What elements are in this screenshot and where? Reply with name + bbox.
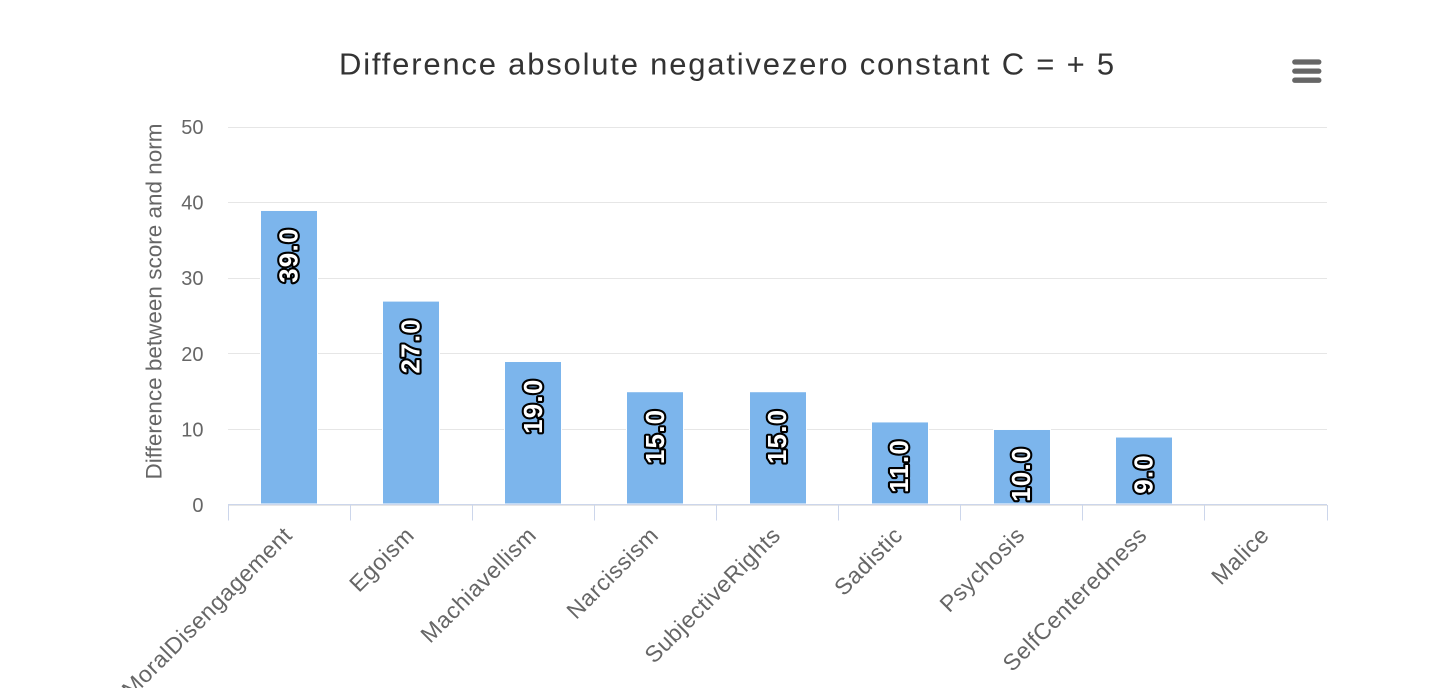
svg-text:39.0: 39.0: [274, 227, 304, 282]
svg-text:15.0: 15.0: [762, 409, 792, 464]
svg-text:11.0: 11.0: [884, 439, 914, 493]
svg-text:15.0: 15.0: [762, 409, 792, 464]
svg-text:15.0: 15.0: [640, 409, 670, 464]
svg-text:Difference absolute negativeze: Difference absolute negativezero constan…: [339, 46, 1116, 81]
svg-text:27.0: 27.0: [396, 318, 426, 373]
svg-text:15.0: 15.0: [640, 409, 670, 464]
svg-text:9.0: 9.0: [1128, 454, 1158, 494]
svg-text:39.0: 39.0: [274, 227, 304, 282]
svg-text:20: 20: [181, 344, 203, 366]
svg-text:10.0: 10.0: [1006, 446, 1036, 501]
svg-text:0: 0: [192, 495, 203, 517]
svg-text:9.0: 9.0: [1128, 454, 1158, 494]
svg-text:19.0: 19.0: [518, 379, 548, 434]
svg-text:40: 40: [181, 193, 203, 215]
svg-text:Difference between score and n: Difference between score and norm: [142, 123, 167, 479]
svg-text:27.0: 27.0: [396, 318, 426, 373]
svg-text:50: 50: [181, 117, 203, 139]
svg-text:19.0: 19.0: [518, 379, 548, 434]
svg-text:11.0: 11.0: [884, 439, 914, 493]
svg-text:10.0: 10.0: [1006, 446, 1036, 501]
svg-text:10: 10: [181, 419, 203, 441]
svg-text:30: 30: [181, 268, 203, 290]
